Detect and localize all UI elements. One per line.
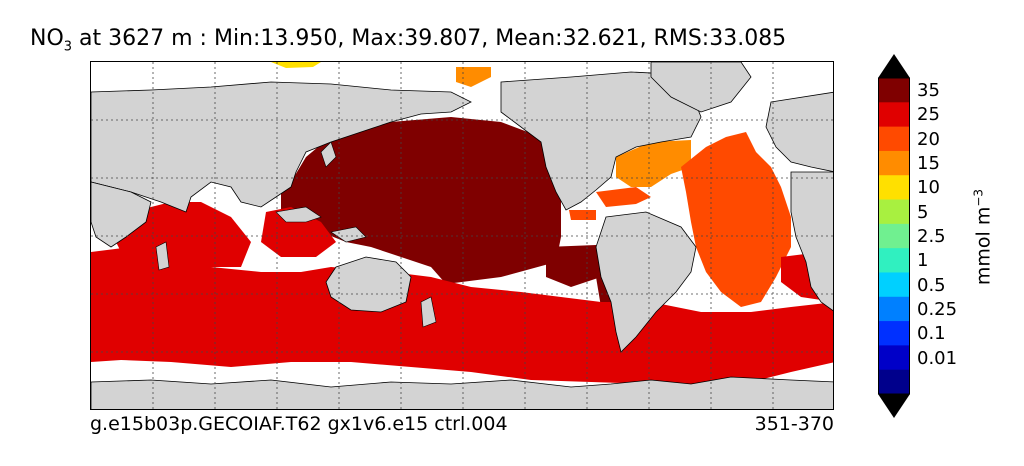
colorbar-tick-label: 0.1: [917, 323, 946, 345]
title-species-subscript: 3: [63, 39, 73, 55]
colorbar-frame: [878, 77, 910, 395]
title-stats: at 3627 m : Min:13.950, Max:39.807, Mean…: [72, 26, 787, 51]
units-main: mmol m: [972, 206, 995, 286]
map-panel: [90, 61, 834, 410]
gulf-patch: [596, 187, 651, 207]
colorbar-tick-label: 35: [917, 80, 940, 102]
colorbar-segment: [878, 102, 910, 128]
colorbar-tick-label: 0.01: [917, 347, 958, 369]
land-greenland: [650, 62, 752, 113]
colorbar-units: mmol m−3: [971, 189, 994, 285]
south-pacific-patch: [546, 245, 601, 287]
colorbar-segment: [878, 272, 910, 298]
land-madagascar: [155, 241, 170, 271]
colorbar-segment: [878, 296, 910, 322]
southern-ocean-band: [91, 247, 833, 392]
colorbar: [878, 54, 910, 418]
indian-east-region: [261, 207, 336, 257]
colorbar-tick-label: 0.25: [917, 298, 958, 320]
arctic-orange-patch: [456, 67, 491, 87]
land-africa-east: [790, 171, 833, 312]
colorbar-tick-label: 15: [917, 153, 940, 175]
colorbar-tick-label: 10: [917, 177, 940, 199]
colorbar-under-arrow: [878, 394, 910, 418]
world-map: [91, 62, 833, 409]
pacific-ocean-region: [291, 117, 561, 284]
land-new-zealand: [420, 296, 437, 328]
graticule: [91, 62, 833, 409]
caribbean-patch: [569, 210, 596, 220]
colorbar-segment: [878, 223, 910, 249]
colorbar-segment: [878, 369, 910, 395]
year-range-label: 351-370: [754, 413, 834, 435]
north-atlantic-region: [616, 140, 691, 187]
units-exponent: −3: [971, 188, 986, 207]
land-africa: [91, 181, 152, 248]
run-id-label: g.e15b03p.GECOIAF.T62 gx1v6.e15 ctrl.004: [90, 413, 508, 435]
atlantic-region: [681, 132, 791, 307]
land-europe: [765, 91, 833, 172]
map-title: NO3 at 3627 m : Min:13.950, Max:39.807, …: [30, 26, 786, 54]
colorbar-tick-label: 5: [917, 201, 929, 223]
colorbar-tick-label: 2.5: [917, 226, 946, 247]
colorbar-tick-label: 25: [917, 104, 940, 126]
land-japan: [320, 141, 337, 168]
arctic-yellow-patch: [271, 62, 321, 68]
colorbar-segment: [878, 248, 910, 273]
colorbar-segment: [878, 199, 910, 225]
title-species: NO: [30, 26, 64, 51]
land-indonesia: [275, 206, 322, 223]
colorbar-tick-label: 1: [917, 250, 929, 272]
land-antarctica: [91, 376, 833, 409]
colorbar-tick-label: 0.5: [917, 274, 946, 296]
land-new-guinea: [330, 226, 367, 243]
colorbar-tick-label: 20: [917, 128, 940, 150]
colorbar-segment: [878, 175, 910, 201]
land-australia: [325, 256, 412, 313]
colorbar-over-arrow: [878, 54, 910, 78]
colorbar-segment: [878, 78, 910, 103]
colorbar-segment: [878, 126, 910, 152]
colorbar-segment: [878, 150, 910, 176]
land-south-america: [595, 211, 697, 353]
colorbar-segment: [878, 345, 910, 371]
land-asia: [91, 81, 472, 213]
colorbar-segment: [878, 321, 910, 346]
